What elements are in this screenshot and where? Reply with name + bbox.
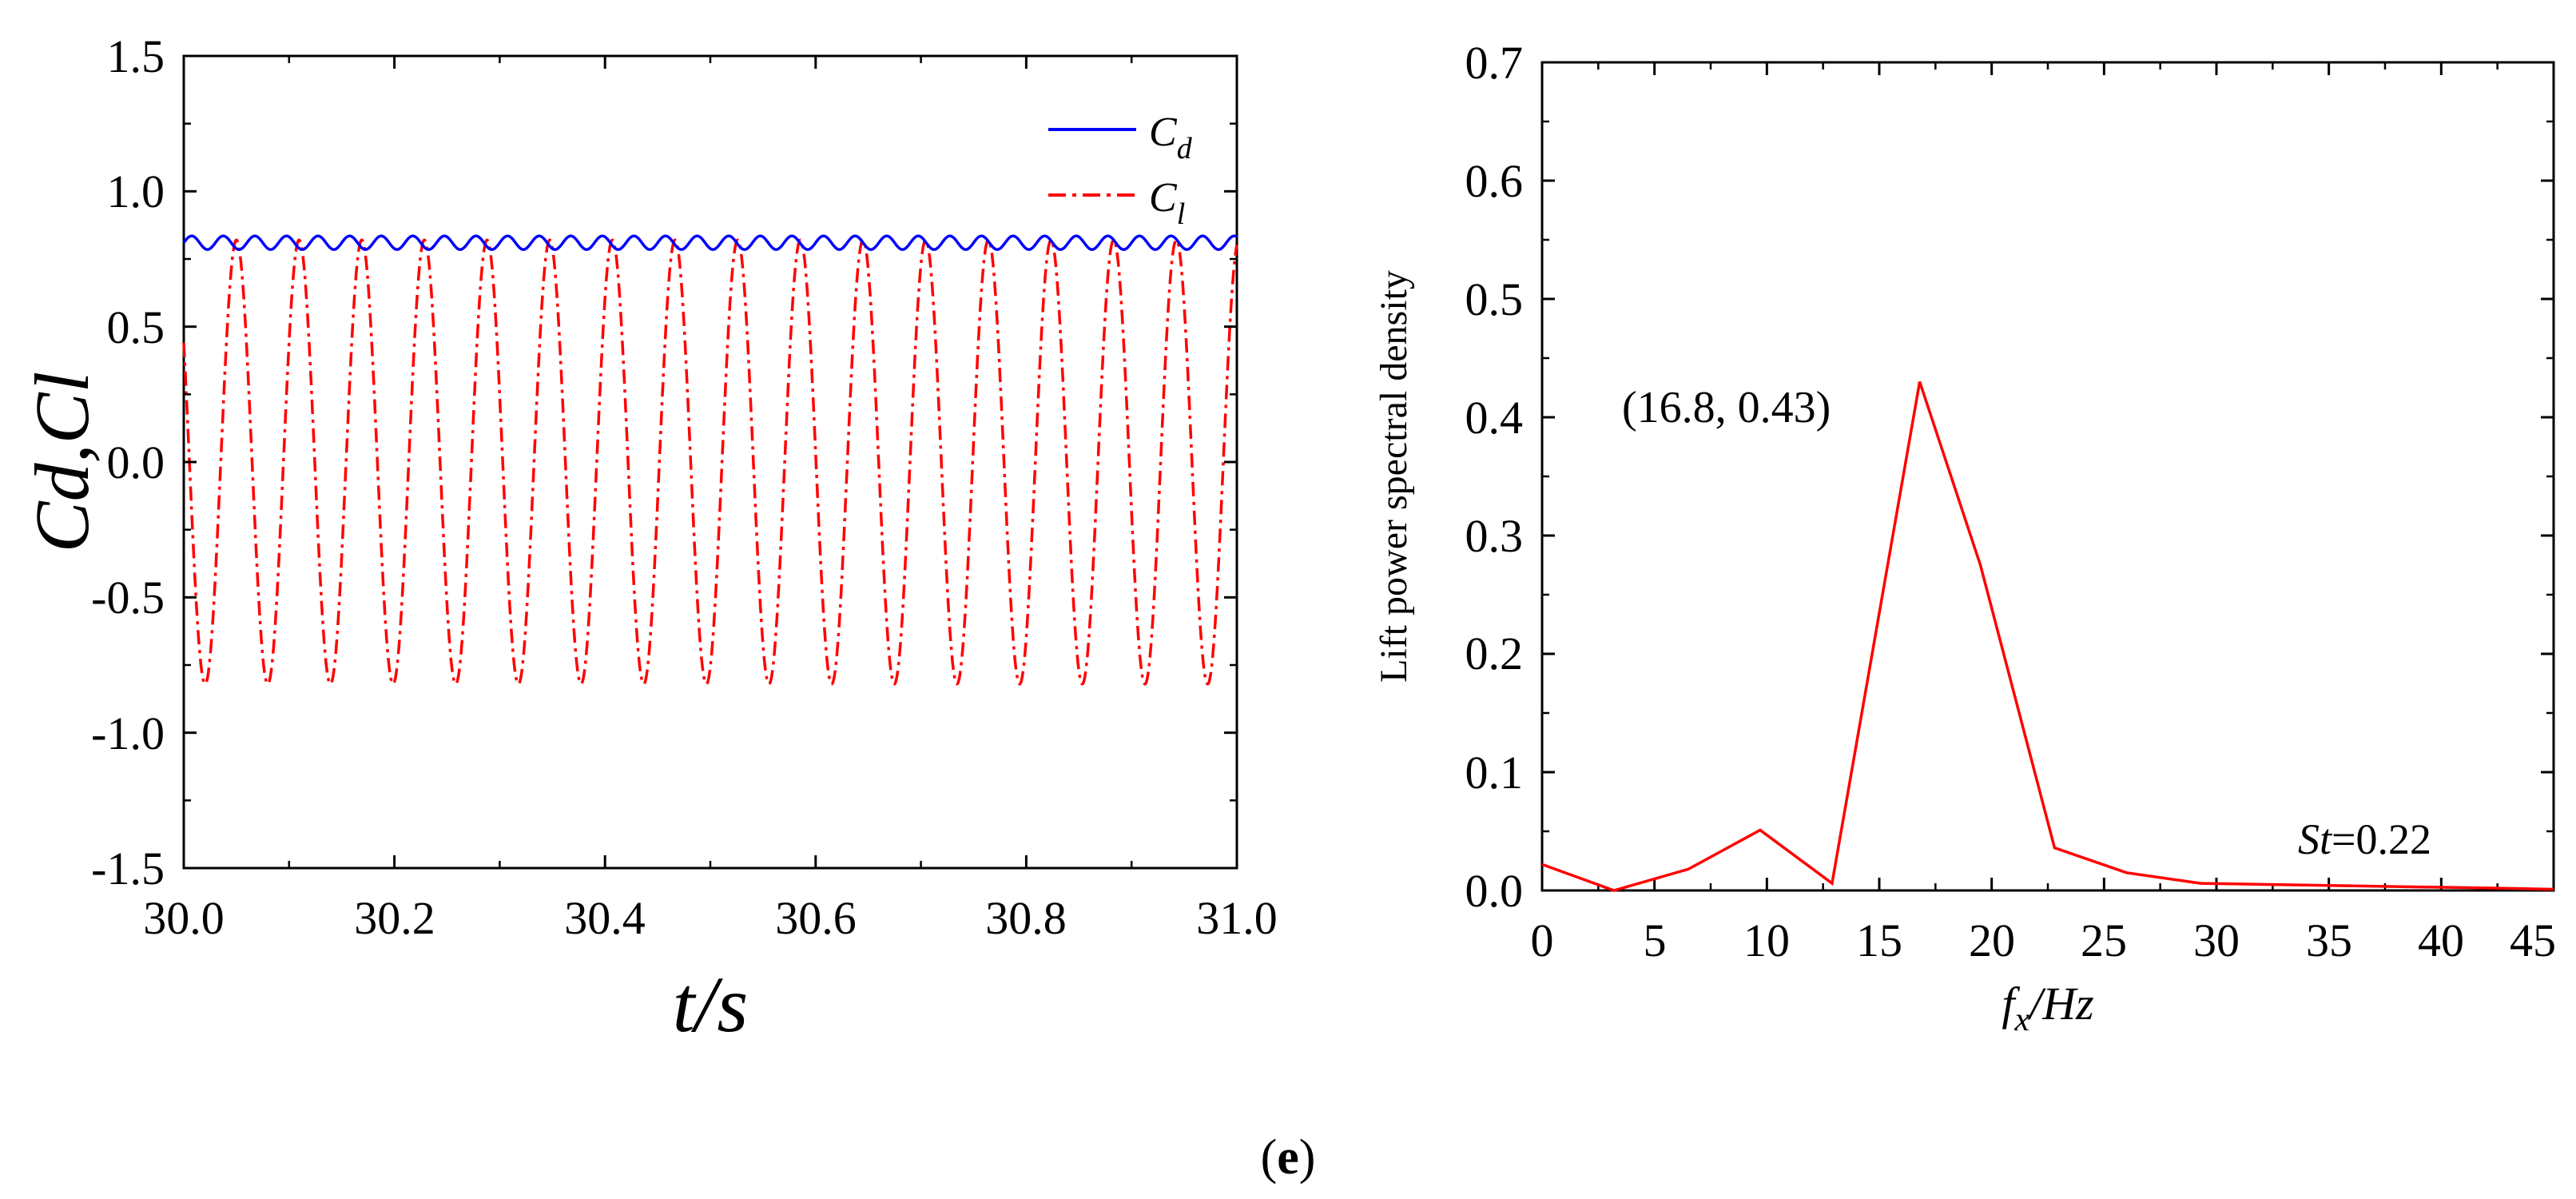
left-ytick-label: -0.5 [91, 572, 165, 623]
right-ytick-label: 0.3 [1465, 510, 1524, 562]
svg-text:Lift power spectral density: Lift power spectral density [1373, 270, 1415, 683]
right-xtick-label: 20 [1969, 914, 2015, 966]
right-xtick-label: 30 [2193, 914, 2240, 966]
left-y-axis-label: Cd,Cl [19, 372, 105, 553]
left-xtick-label: 30.0 [143, 892, 225, 944]
right-ytick-label: 0.6 [1465, 155, 1524, 207]
right-xtick-label: 10 [1743, 914, 1790, 966]
left-ticks-group [182, 54, 1238, 870]
chart-right: 0.0 0.1 0.2 0.3 0.4 0.5 0.6 0.7 0 5 10 1… [1373, 37, 2556, 1038]
right-y-axis-label: Lift power spectral density [1373, 270, 1415, 683]
right-xtick-label: 25 [2081, 914, 2127, 966]
left-ytick-label: 0.0 [107, 436, 165, 488]
legend-label-cl: Cl [1149, 175, 1185, 231]
right-xtick-label: 40 [2418, 914, 2464, 966]
right-xtick-label: 5 [1644, 914, 1667, 966]
left-plot-frame [182, 54, 1238, 870]
legend-label-cd: Cd [1149, 110, 1193, 165]
right-plot-frame [1540, 61, 2555, 892]
right-ytick-label: 0.0 [1465, 865, 1524, 917]
svg-text:Cd,Cl: Cd,Cl [19, 372, 105, 553]
left-xtick-label: 31.0 [1196, 892, 1278, 944]
left-xtick-label: 30.8 [985, 892, 1067, 944]
right-ytick-label: 0.1 [1465, 747, 1524, 799]
right-xtick-label: 45 [2510, 914, 2556, 966]
right-ytick-label: 0.2 [1465, 627, 1524, 679]
left-ylabel-text: Cd,Cl [19, 372, 105, 553]
right-xtick-label: 15 [1856, 914, 1902, 966]
left-x-axis-label: t/s [673, 960, 748, 1049]
right-xtick-label: 0 [1531, 914, 1554, 966]
right-ytick-label: 0.4 [1465, 392, 1524, 444]
left-ytick-label: 1.0 [107, 165, 165, 217]
series-cd-line [182, 234, 1238, 251]
panel-label: (e) [1261, 1130, 1316, 1185]
peak-annotation: (16.8, 0.43) [1622, 383, 1831, 432]
left-xtick-label: 30.2 [354, 892, 435, 944]
series-psd-line [1541, 381, 2554, 892]
right-ticks-group [1540, 61, 2555, 892]
series-cl-line [182, 238, 1238, 686]
strouhal-annotation: St=0.22 [2298, 815, 2431, 863]
right-xtick-label: 35 [2306, 914, 2352, 966]
right-x-axis-label: fx/Hz [2002, 978, 2093, 1038]
right-ytick-label: 0.5 [1465, 273, 1524, 325]
left-legend: Cd Cl [1048, 110, 1193, 231]
left-ytick-label: 1.5 [107, 30, 165, 82]
right-ytick-label: 0.7 [1465, 37, 1524, 89]
left-ytick-label: 0.5 [107, 301, 165, 353]
left-ytick-label: -1.0 [91, 707, 165, 759]
left-xtick-label: 30.4 [564, 892, 646, 944]
chart-left: 1.5 1.0 0.5 0.0 -0.5 -1.0 -1.5 30.0 30.2… [19, 30, 1278, 1049]
right-series-group [1541, 381, 2554, 892]
left-series-group [182, 234, 1238, 686]
left-xtick-label: 30.6 [775, 892, 857, 944]
left-ytick-label: -1.5 [91, 842, 165, 894]
